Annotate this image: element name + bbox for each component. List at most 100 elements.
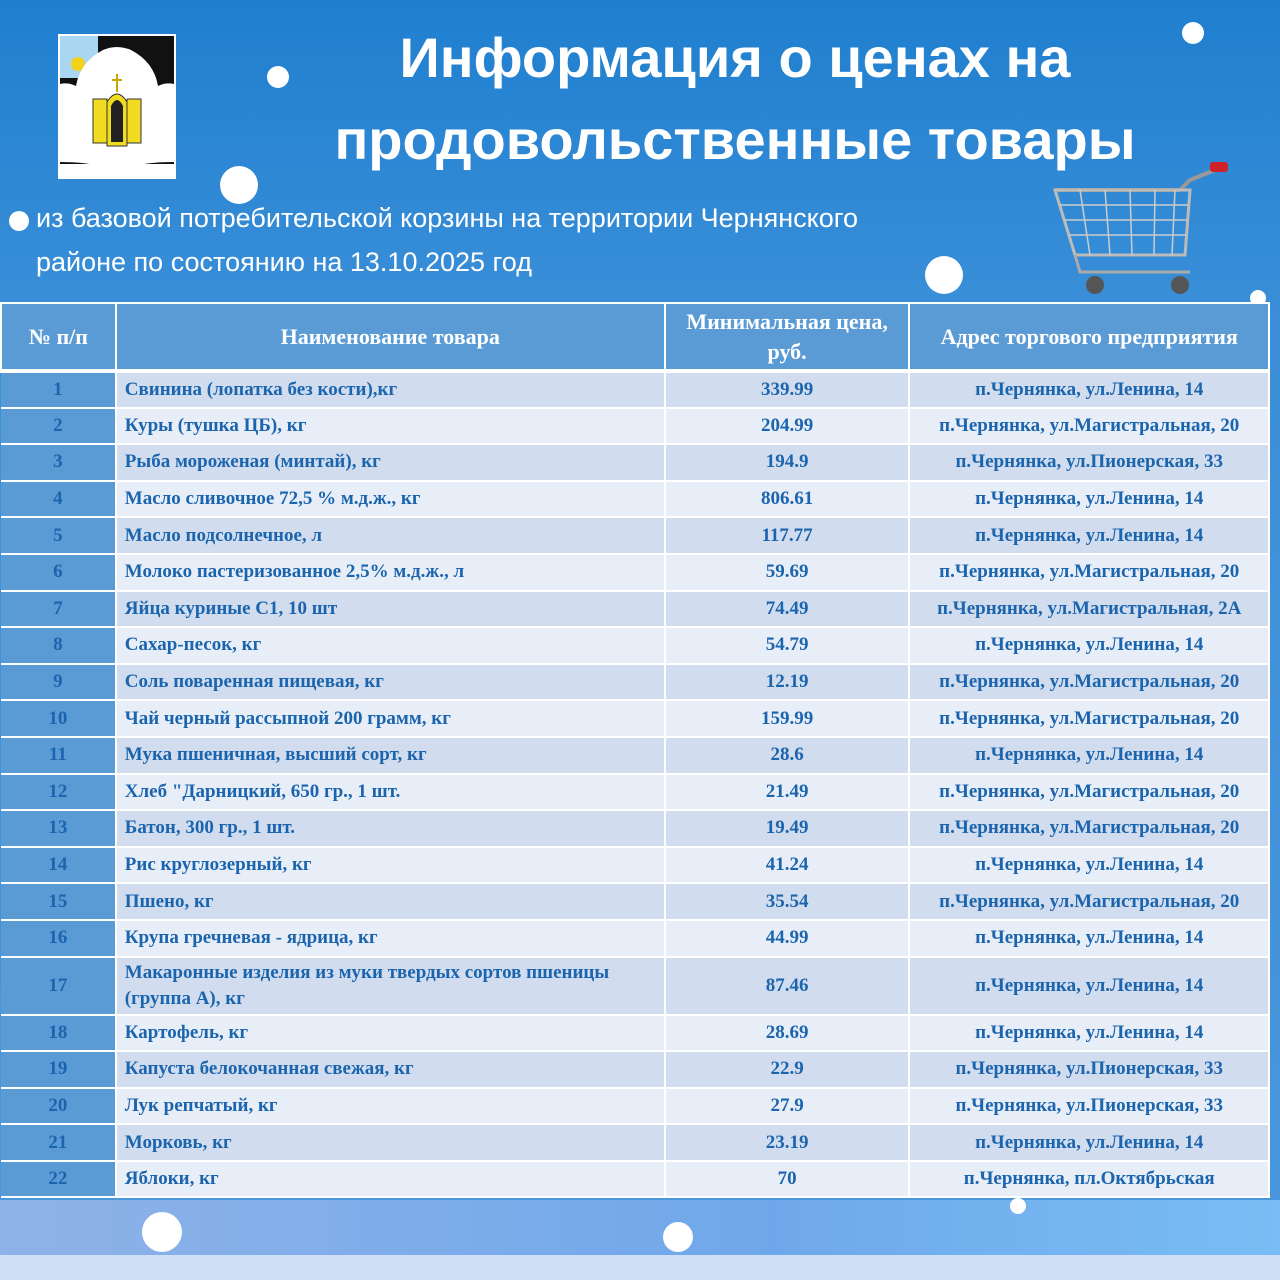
product-name: Картофель, кг (115, 1014, 666, 1053)
min-price: 117.77 (664, 517, 911, 555)
snow-dot (1182, 22, 1204, 44)
store-address: п.Чернянка, ул.Магистральная, 20 (909, 810, 1270, 848)
row-number: 6 (1, 553, 117, 592)
product-name: Мука пшеничная, высший сорт, кг (115, 736, 666, 775)
product-name: Яблоки, кг (115, 1160, 666, 1199)
min-price: 27.9 (664, 1087, 911, 1126)
row-number: 14 (1, 846, 117, 885)
table-header: № п/п Наименование товара Минимальная це… (0, 302, 1270, 373)
col-number: № п/п (0, 302, 117, 373)
table-row: 5 Масло подсолнечное, л 117.77 п.Чернянка, … (1, 517, 1270, 555)
table-row: 19 Капуста белокочанная свежая, кг 22.9 п.Ч… (1, 1051, 1270, 1089)
table-row: 15 Пшено, кг 35.54 п.Чернянка, ул.Магистрал… (1, 883, 1270, 921)
snow-dot (925, 256, 963, 294)
table-row: 3 Рыба мороженая (минтай), кг 194.9 п.Черня… (1, 444, 1270, 482)
row-number: 8 (1, 627, 117, 665)
table-row: 10 Чай черный рассыпной 200 грамм, кг 159.… (1, 700, 1270, 738)
store-address: п.Чернянка, ул.Ленина, 14 (909, 371, 1270, 409)
product-name: Масло подсолнечное, л (115, 517, 666, 555)
snow-dot (663, 1222, 693, 1252)
row-number: 10 (1, 700, 117, 738)
product-name: Соль поваренная пищевая, кг (115, 663, 666, 702)
snow-dot (220, 166, 258, 204)
row-number: 13 (1, 810, 117, 848)
table-row: 11 Мука пшеничная, высший сорт, кг 28.6 п.Ч… (1, 736, 1270, 775)
store-address: п.Чернянка, ул.Магистральная, 20 (909, 663, 1270, 702)
store-address: п.Чернянка, ул.Ленина, 14 (909, 480, 1270, 519)
min-price: 70 (664, 1160, 911, 1199)
store-address: п.Чернянка, ул.Ленина, 14 (909, 517, 1270, 555)
row-number: 16 (1, 919, 117, 958)
row-number: 4 (1, 480, 117, 519)
min-price: 22.9 (664, 1051, 911, 1089)
product-name: Морковь, кг (115, 1124, 666, 1162)
row-number: 18 (1, 1014, 117, 1053)
row-number: 5 (1, 517, 117, 555)
store-address: п.Чернянка, ул.Магистральная, 20 (909, 773, 1270, 812)
store-address: п.Чернянка, ул.Пионерская, 33 (909, 1087, 1270, 1126)
snow-dot (267, 66, 289, 88)
product-name: Чай черный рассыпной 200 грамм, кг (115, 700, 666, 738)
store-address: п.Чернянка, ул.Пионерская, 33 (909, 1051, 1270, 1089)
table-row: 4 Масло сливочное 72,5 % м.д.ж., кг 806.61… (1, 480, 1270, 519)
store-address: п.Чернянка, ул.Ленина, 14 (909, 919, 1270, 958)
min-price: 159.99 (664, 700, 911, 738)
min-price: 35.54 (664, 883, 911, 921)
subtitle: из базовой потребительской корзины на те… (36, 196, 1016, 284)
row-number: 17 (1, 956, 117, 1016)
min-price: 806.61 (664, 480, 911, 519)
min-price: 28.6 (664, 736, 911, 775)
shopping-cart-icon (1050, 160, 1230, 305)
product-name: Куры (тушка ЦБ), кг (115, 407, 666, 446)
table-row: 1 Свинина (лопатка без кости),кг 339.99 п.Ч… (1, 371, 1270, 409)
table-row: 18 Картофель, кг 28.69 п.Чернянка, ул.Ленин… (1, 1014, 1270, 1053)
min-price: 74.49 (664, 590, 911, 629)
product-name: Капуста белокочанная свежая, кг (115, 1051, 666, 1089)
product-name: Яйца куриные С1, 10 шт (115, 590, 666, 629)
store-address: п.Чернянка, ул.Ленина, 14 (909, 956, 1270, 1016)
row-number: 12 (1, 773, 117, 812)
col-price: Минимальная цена, руб. (663, 302, 911, 373)
table-row: 8 Сахар-песок, кг 54.79 п.Чернянка, ул.Лени… (1, 627, 1270, 665)
min-price: 339.99 (664, 371, 911, 409)
product-name: Хлеб "Дарницкий, 650 гр., 1 шт. (115, 773, 666, 812)
product-name: Рис круглозерный, кг (115, 846, 666, 885)
store-address: п.Чернянка, ул.Магистральная, 20 (909, 883, 1270, 921)
col-product: Наименование товара (114, 302, 666, 373)
snow-dot (142, 1212, 182, 1252)
product-name: Рыба мороженая (минтай), кг (115, 444, 666, 482)
table-row: 16 Крупа гречневая - ядрица, кг 44.99 п.Чер… (1, 919, 1270, 958)
store-address: п.Чернянка, ул.Ленина, 14 (909, 846, 1270, 885)
table-row: 7 Яйца куриные С1, 10 шт 74.49 п.Чернянка, … (1, 590, 1270, 629)
table-row: 2 Куры (тушка ЦБ), кг 204.99 п.Чернянка, ул… (1, 407, 1270, 446)
min-price: 44.99 (664, 919, 911, 958)
table-row: 22 Яблоки, кг 70 п.Чернянка, пл.Октябрьская (1, 1160, 1270, 1199)
snow-dot (1010, 1198, 1026, 1214)
price-table: № п/п Наименование товара Минимальная це… (0, 302, 1270, 1199)
row-number: 2 (1, 407, 117, 446)
table-row: 12 Хлеб "Дарницкий, 650 гр., 1 шт. 21.49 п.… (1, 773, 1270, 812)
table-row: 14 Рис круглозерный, кг 41.24 п.Чернянка, у… (1, 846, 1270, 885)
snow-dot (1250, 290, 1266, 306)
row-number: 15 (1, 883, 117, 921)
min-price: 23.19 (664, 1124, 911, 1162)
row-number: 1 (1, 371, 117, 409)
table-row: 9 Соль поваренная пищевая, кг 12.19 п.Черня… (1, 663, 1270, 702)
subtitle-line2: районе по состоянию на 13.10.2025 год (36, 247, 532, 277)
subtitle-line1: из базовой потребительской корзины на те… (36, 203, 859, 233)
store-address: п.Чернянка, ул.Магистральная, 2А (909, 590, 1270, 629)
snow-dot (9, 211, 29, 231)
page-title-line2: продовольственные товары (334, 108, 1136, 171)
table-row: 17 Макаронные изделия из муки твердых сор… (1, 956, 1270, 1016)
row-number: 9 (1, 663, 117, 702)
store-address: п.Чернянка, ул.Магистральная, 20 (909, 700, 1270, 738)
product-name: Лук репчатый, кг (115, 1087, 666, 1126)
store-address: п.Чернянка, ул.Пионерская, 33 (909, 444, 1270, 482)
product-name: Батон, 300 гр., 1 шт. (115, 810, 666, 848)
row-number: 22 (1, 1160, 117, 1199)
min-price: 204.99 (664, 407, 911, 446)
store-address: п.Чернянка, ул.Ленина, 14 (909, 627, 1270, 665)
min-price: 194.9 (664, 444, 911, 482)
page-title-line1: Информация о ценах на (399, 26, 1071, 89)
product-name: Крупа гречневая - ядрица, кг (115, 919, 666, 958)
